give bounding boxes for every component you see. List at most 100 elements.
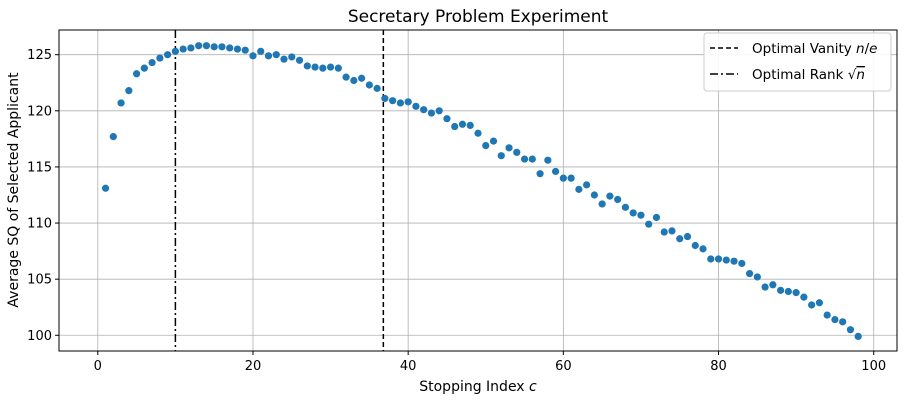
data-point [319, 64, 327, 72]
data-point [645, 220, 653, 228]
data-point [148, 58, 156, 67]
data-point [513, 148, 521, 156]
data-point [303, 62, 311, 70]
data-point [621, 203, 630, 211]
data-point [451, 122, 459, 131]
data-point [505, 144, 513, 152]
data-point [683, 232, 692, 241]
data-point [257, 47, 265, 55]
data-point [241, 46, 249, 54]
chart-title: Secretary Problem Experiment [348, 7, 609, 27]
data-point [381, 94, 389, 103]
y-tick-label: 110 [27, 217, 52, 232]
data-point [637, 211, 645, 219]
data-point [132, 70, 141, 78]
data-point [466, 121, 474, 130]
data-point [210, 43, 218, 51]
data-point [551, 167, 560, 176]
data-point [350, 76, 358, 85]
data-point [264, 52, 273, 60]
y-axis-label: Average SQ of Selected Applicant [6, 72, 22, 308]
x-tick-label: 40 [400, 359, 417, 374]
data-point [699, 245, 707, 253]
data-point [839, 318, 847, 326]
legend-label-rank: Optimal Rank √n [752, 67, 865, 83]
data-point [606, 192, 614, 200]
data-point [156, 54, 164, 62]
data-point [738, 259, 746, 268]
data-point [218, 43, 226, 51]
data-point [404, 98, 412, 106]
data-point [846, 326, 855, 334]
data-point [164, 51, 172, 59]
data-point [707, 255, 715, 263]
data-point [652, 213, 661, 222]
data-point [745, 269, 754, 278]
data-point [326, 63, 335, 71]
x-tick-layer: 0 20 40 60 80 100 [94, 351, 886, 374]
y-tick-label: 100 [27, 329, 52, 344]
y-tick-label: 125 [27, 48, 52, 63]
data-point [342, 73, 350, 81]
data-point [567, 174, 575, 182]
data-point [179, 45, 187, 53]
data-point [458, 120, 467, 128]
data-point [815, 299, 824, 307]
data-point [590, 191, 598, 199]
data-point [583, 181, 591, 189]
data-point [233, 45, 242, 53]
data-point [536, 170, 544, 178]
data-point [171, 47, 179, 55]
data-point [528, 155, 536, 163]
data-point [800, 293, 808, 301]
data-point [125, 87, 133, 95]
data-point [489, 137, 498, 145]
y-tick-label: 120 [27, 104, 52, 119]
data-point [202, 42, 211, 50]
data-point [544, 156, 552, 164]
data-point [389, 97, 397, 105]
data-point [226, 44, 234, 52]
plot-frame [58, 29, 898, 352]
data-point [482, 142, 490, 150]
data-point [559, 174, 567, 182]
y-tick-layer: 100 105 110 115 120 125 [27, 48, 59, 344]
data-point [497, 152, 505, 160]
data-point [117, 99, 125, 107]
data-point [769, 281, 777, 289]
data-point [358, 74, 366, 82]
data-point [792, 289, 800, 297]
x-tick-label: 0 [94, 359, 102, 374]
data-point [334, 64, 342, 72]
data-point [691, 241, 699, 250]
data-point [714, 255, 723, 263]
data-point [598, 200, 606, 208]
y-tick-label: 115 [27, 160, 52, 175]
data-point [295, 56, 304, 64]
data-point [420, 106, 428, 114]
x-tick-label: 60 [555, 359, 572, 374]
data-point [668, 227, 676, 235]
data-point [629, 209, 637, 217]
data-point [730, 257, 738, 265]
data-point [722, 256, 730, 264]
data-point [761, 283, 769, 291]
data-point [676, 235, 684, 243]
data-point [784, 287, 792, 296]
data-point [140, 64, 148, 72]
x-tick-label: 100 [861, 359, 886, 374]
data-point [249, 52, 257, 60]
data-point [443, 115, 451, 123]
data-point [808, 301, 816, 309]
data-point [435, 107, 443, 115]
data-point [777, 286, 785, 294]
data-point [396, 99, 405, 107]
y-tick-label: 105 [27, 273, 52, 288]
data-point [660, 228, 668, 236]
data-point [474, 129, 482, 137]
data-point [288, 53, 296, 61]
x-axis-label: Stopping Index c [419, 379, 537, 395]
data-point [109, 133, 117, 141]
points-layer [101, 42, 862, 341]
